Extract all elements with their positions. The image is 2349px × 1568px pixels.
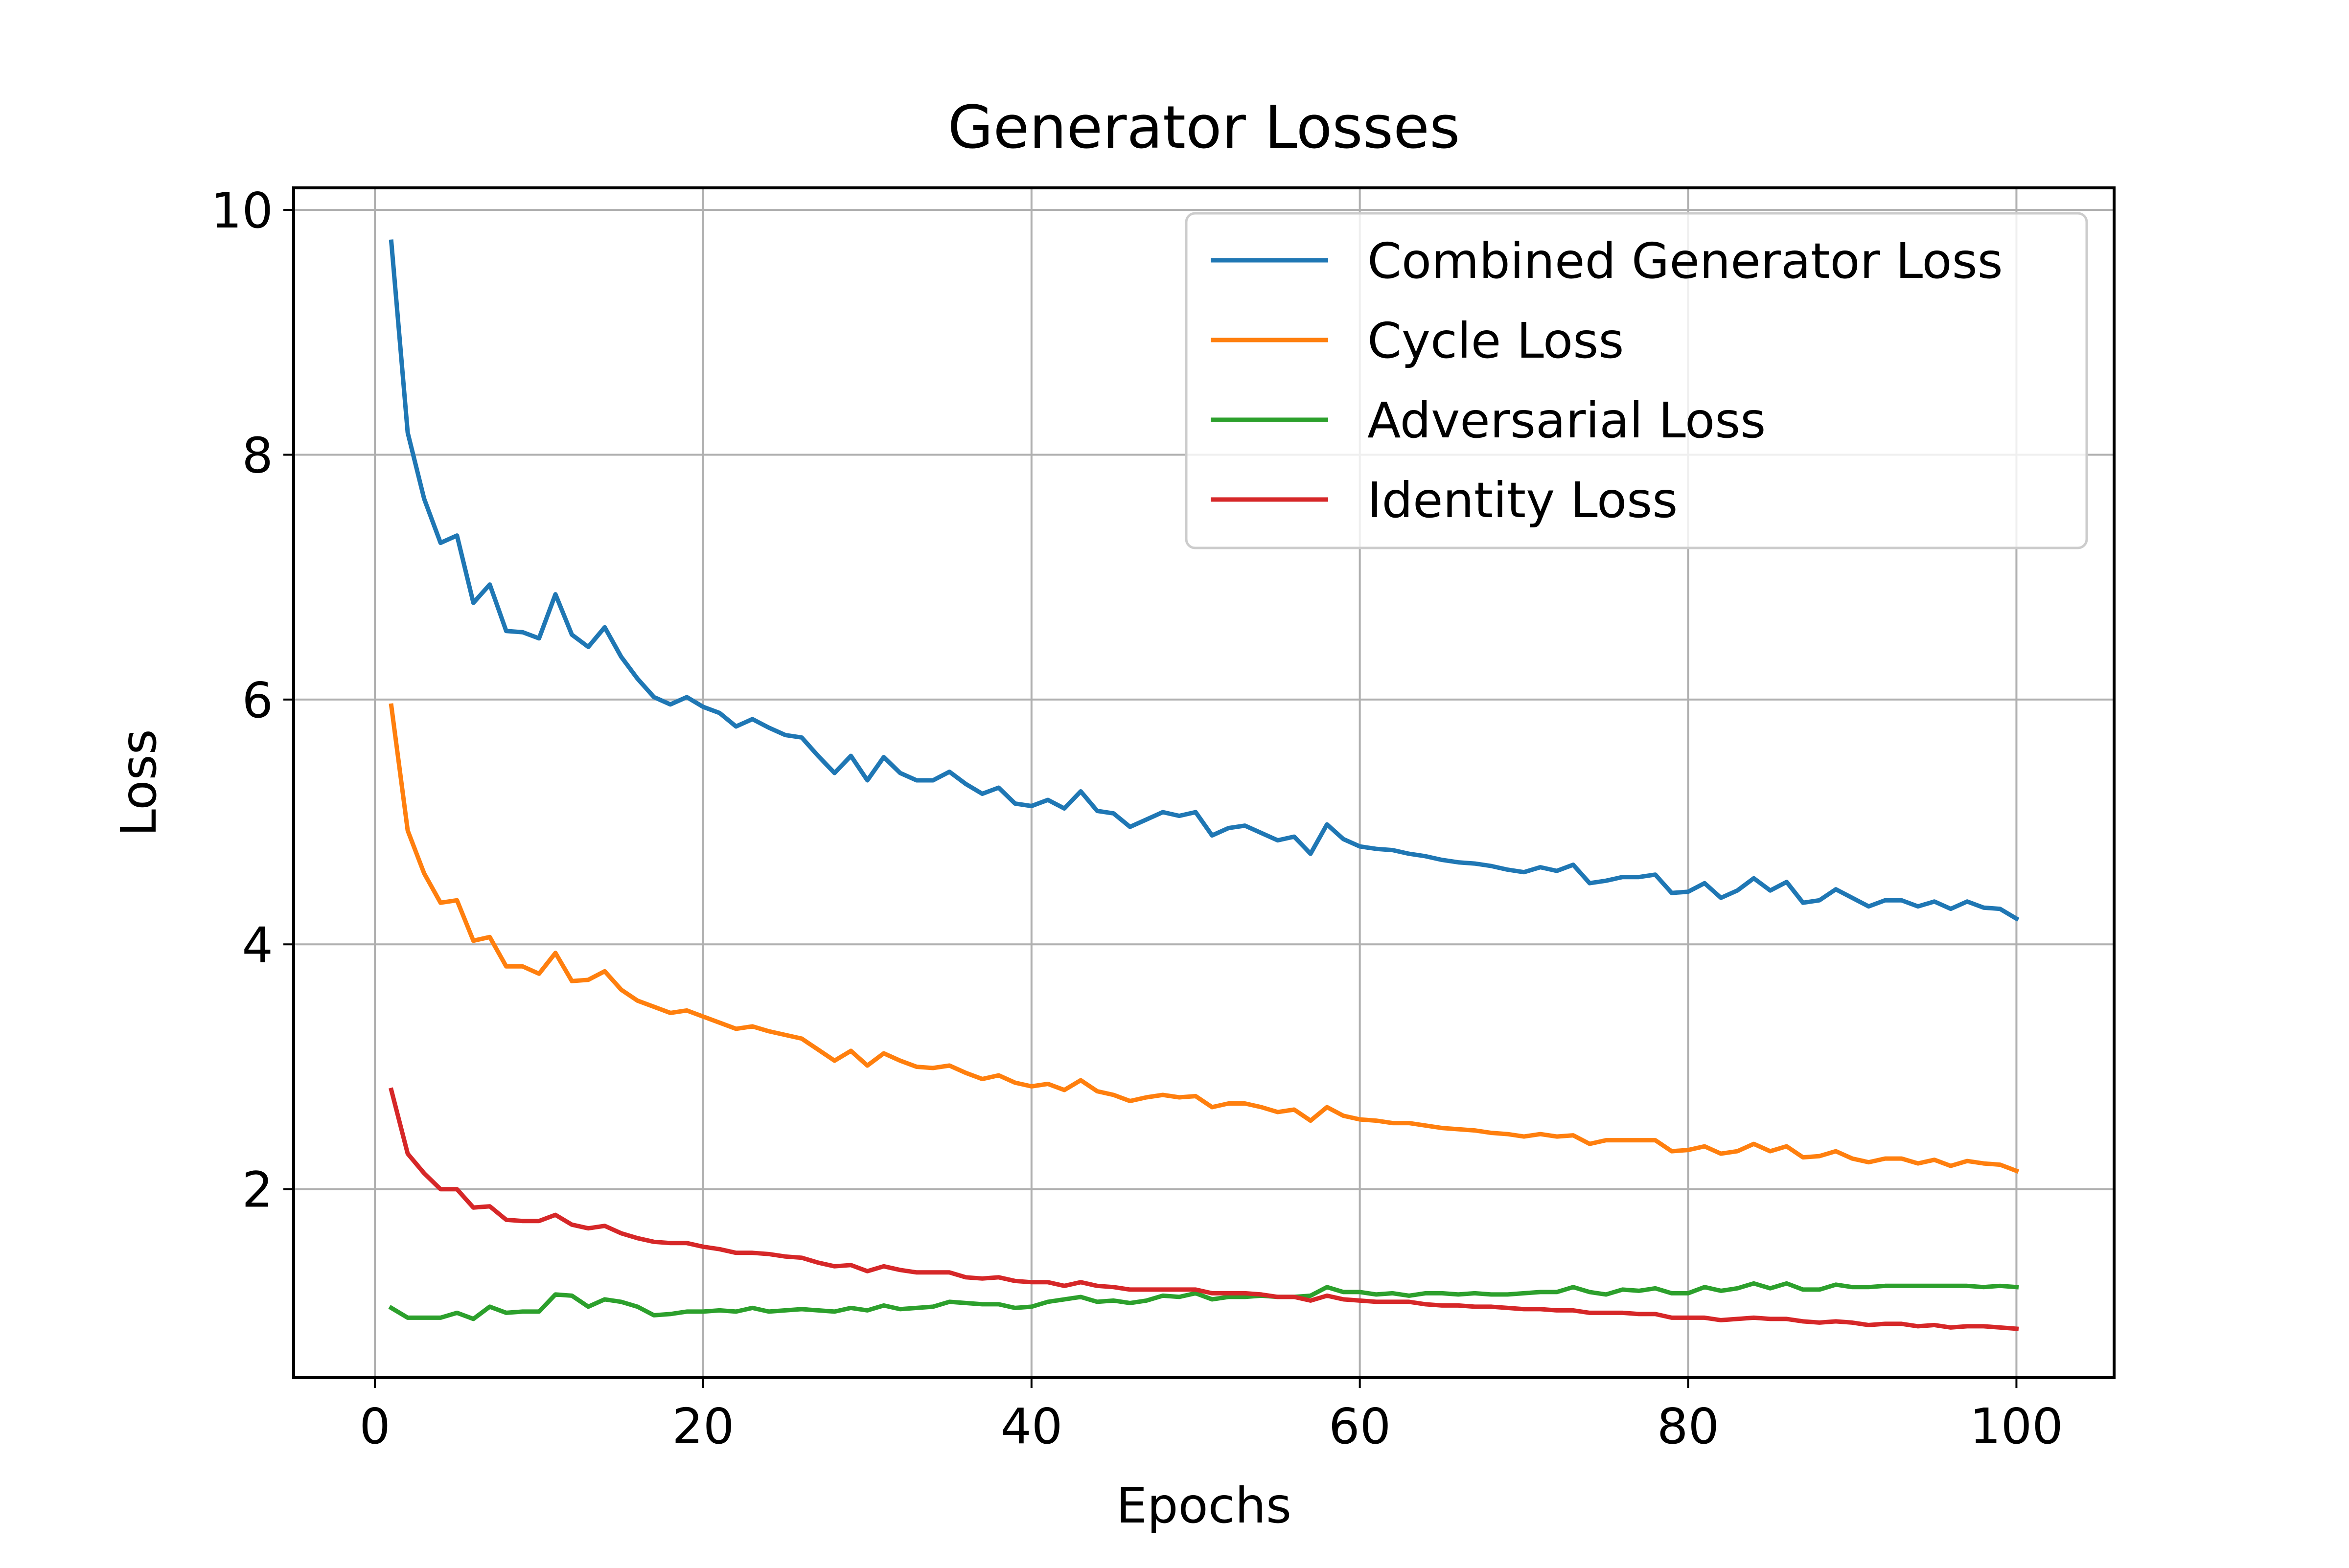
x-tick-label: 80 — [1657, 1398, 1719, 1455]
axis-ticks: 0 20 40 60 80 100 2 4 6 8 10 — [211, 182, 2063, 1455]
y-tick-label: 2 — [242, 1161, 273, 1219]
y-tick-label: 8 — [242, 427, 273, 484]
legend-box — [1185, 212, 2088, 549]
series-lines — [388, 239, 2020, 1331]
x-tick-label: 40 — [1000, 1398, 1062, 1455]
x-tick-label: 0 — [359, 1398, 391, 1455]
series-line-2 — [388, 1281, 2019, 1321]
series-line-1 — [389, 703, 2020, 1174]
chart-title: Generator Losses — [947, 94, 1460, 162]
plot-frame — [292, 186, 2116, 1379]
x-tick-label: 60 — [1329, 1398, 1391, 1455]
legend-label-3: Identity Loss — [1367, 472, 1678, 529]
y-tick-label: 4 — [242, 916, 273, 974]
series-line-3 — [389, 1087, 2019, 1331]
x-tick-label: 20 — [672, 1398, 734, 1455]
series-line-0 — [389, 239, 2020, 922]
legend-label-2: Adversarial Loss — [1367, 392, 1766, 449]
y-tick-label: 6 — [242, 672, 273, 729]
y-axis-label: Loss — [110, 729, 167, 836]
x-axis-label: Epochs — [1116, 1477, 1291, 1534]
legend-label-0: Combined Generator Loss — [1367, 232, 2003, 290]
x-tick-label: 100 — [1970, 1398, 2063, 1455]
legend-label-1: Cycle Loss — [1367, 312, 1624, 369]
y-tick-label: 10 — [211, 182, 273, 239]
legend: Combined Generator Loss Cycle Loss Adversa… — [1185, 212, 2088, 549]
